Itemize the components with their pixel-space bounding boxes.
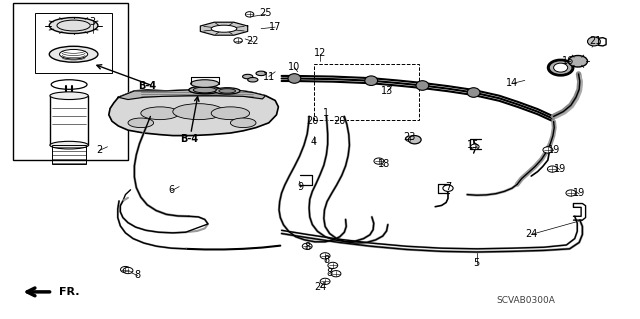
Ellipse shape: [60, 49, 88, 59]
Text: 8: 8: [134, 270, 141, 280]
Ellipse shape: [49, 46, 98, 62]
Text: B-4: B-4: [138, 81, 156, 91]
Ellipse shape: [189, 86, 221, 94]
Ellipse shape: [173, 104, 224, 120]
Text: SCVAB0300A: SCVAB0300A: [497, 296, 556, 305]
Text: 23: 23: [403, 132, 416, 142]
Ellipse shape: [328, 262, 338, 269]
Ellipse shape: [405, 136, 414, 141]
Text: 12: 12: [314, 48, 326, 58]
Ellipse shape: [547, 166, 557, 172]
Ellipse shape: [320, 278, 330, 285]
Polygon shape: [200, 22, 248, 35]
Text: 11: 11: [262, 71, 275, 82]
Ellipse shape: [549, 61, 572, 75]
Text: 2: 2: [96, 145, 102, 155]
Ellipse shape: [141, 107, 179, 120]
Ellipse shape: [331, 271, 341, 277]
Ellipse shape: [243, 74, 253, 79]
Polygon shape: [109, 89, 278, 136]
Ellipse shape: [214, 88, 240, 94]
Text: 16: 16: [562, 56, 575, 66]
Ellipse shape: [543, 147, 553, 153]
Ellipse shape: [245, 12, 254, 17]
Bar: [52, 145, 86, 164]
Ellipse shape: [302, 243, 312, 249]
Text: B-4: B-4: [180, 134, 198, 144]
Ellipse shape: [50, 141, 88, 149]
Text: 15: 15: [467, 140, 480, 150]
Ellipse shape: [234, 38, 243, 43]
Ellipse shape: [191, 80, 219, 87]
Ellipse shape: [554, 63, 568, 72]
Ellipse shape: [193, 87, 216, 93]
Ellipse shape: [50, 92, 88, 100]
Bar: [13, 3, 128, 160]
Ellipse shape: [123, 267, 133, 274]
Text: 1: 1: [323, 108, 330, 118]
Bar: [314, 64, 419, 120]
Ellipse shape: [288, 74, 301, 83]
Text: 8: 8: [323, 255, 330, 265]
Ellipse shape: [256, 71, 266, 76]
Ellipse shape: [120, 266, 131, 273]
Polygon shape: [118, 89, 266, 100]
Text: 19: 19: [547, 145, 560, 155]
Text: 3: 3: [90, 17, 96, 27]
Text: 20: 20: [333, 116, 346, 126]
Bar: [35, 13, 112, 73]
Text: 13: 13: [381, 86, 394, 96]
Text: 8: 8: [326, 268, 333, 278]
Ellipse shape: [128, 118, 154, 128]
Text: 18: 18: [378, 159, 390, 169]
Text: 20: 20: [306, 116, 319, 126]
Ellipse shape: [588, 37, 600, 46]
Text: 19: 19: [554, 164, 566, 174]
Ellipse shape: [248, 78, 258, 82]
Ellipse shape: [470, 144, 479, 149]
Text: 8: 8: [304, 242, 310, 252]
Text: 10: 10: [288, 62, 301, 72]
Text: 6: 6: [168, 185, 175, 195]
Text: 14: 14: [506, 78, 518, 88]
Ellipse shape: [443, 185, 453, 191]
Text: 9: 9: [298, 182, 304, 192]
Text: 21: 21: [589, 36, 602, 47]
Ellipse shape: [374, 158, 384, 164]
Ellipse shape: [211, 25, 237, 32]
Ellipse shape: [230, 118, 256, 128]
Text: 5: 5: [474, 258, 480, 268]
Ellipse shape: [568, 56, 588, 67]
Ellipse shape: [408, 136, 421, 144]
Ellipse shape: [219, 89, 236, 93]
Text: 4: 4: [310, 137, 317, 147]
Text: 25: 25: [259, 8, 272, 18]
Text: 24: 24: [314, 282, 326, 292]
Text: FR.: FR.: [59, 287, 79, 297]
Text: 17: 17: [269, 22, 282, 32]
Ellipse shape: [49, 18, 98, 33]
Ellipse shape: [416, 81, 429, 90]
Ellipse shape: [566, 190, 576, 196]
Text: 22: 22: [246, 36, 259, 47]
Ellipse shape: [365, 76, 378, 85]
Text: 19: 19: [573, 188, 586, 198]
Ellipse shape: [467, 88, 480, 97]
Text: 7: 7: [445, 182, 451, 192]
Ellipse shape: [320, 253, 330, 259]
Ellipse shape: [211, 107, 250, 120]
Text: 24: 24: [525, 228, 538, 239]
